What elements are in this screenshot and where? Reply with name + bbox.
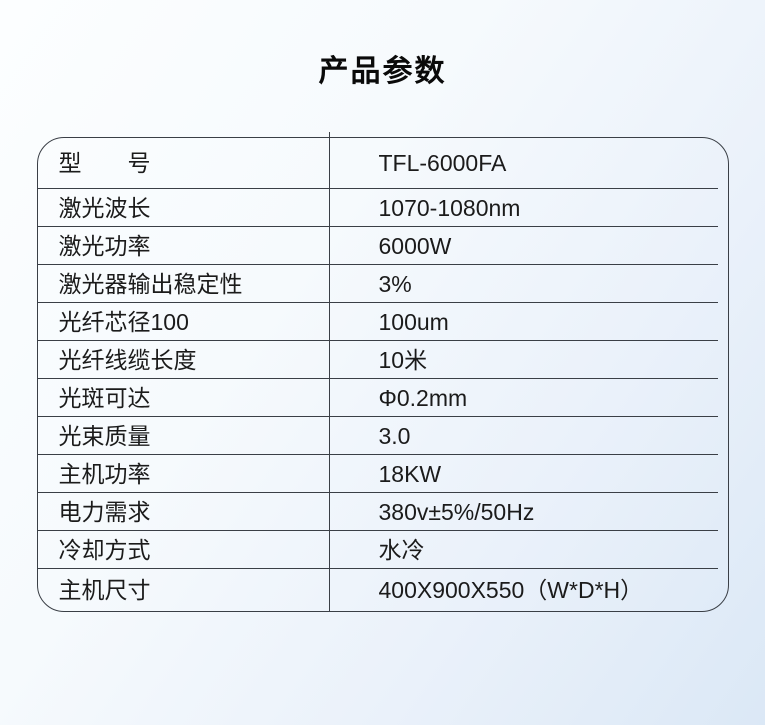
- spec-value: 水冷: [328, 531, 728, 569]
- spec-row-beam-quality: 光束质量 3.0: [37, 417, 728, 455]
- spec-table-body: 型 号 TFL-6000FA 激光波长 1070-1080nm 激光功率 600…: [36, 137, 729, 612]
- spec-row-laser-power: 激光功率 6000W: [37, 227, 728, 265]
- spec-row-cable-length: 光纤线缆长度 10米: [37, 341, 728, 379]
- spec-row-spot-size: 光斑可达 Φ0.2mm: [37, 379, 728, 417]
- spec-label: 光束质量: [58, 422, 151, 449]
- spec-label: 主机功率: [58, 460, 151, 487]
- spec-row-host-power: 主机功率 18KW: [37, 455, 728, 493]
- spec-label: 光纤线缆长度: [58, 346, 197, 373]
- spec-value: TFL-6000FA: [328, 138, 728, 189]
- spec-row-dimensions: 主机尺寸 400X900X550（W*D*H）: [38, 569, 728, 611]
- spec-row-power-requirement: 电力需求 380v±5%/50Hz: [37, 493, 728, 531]
- spec-row-wavelength: 激光波长 1070-1080nm: [37, 189, 728, 227]
- spec-value: 1070-1080nm: [328, 189, 728, 227]
- spec-label: 型 号: [58, 150, 151, 176]
- spec-value: 10米: [328, 341, 728, 379]
- spec-row-stability: 激光器输出稳定性 3%: [37, 265, 728, 303]
- spec-value: 6000W: [328, 227, 728, 265]
- spec-row-core-diameter: 光纤芯径100 100um: [37, 303, 728, 341]
- spec-value: 400X900X550（W*D*H）: [328, 569, 728, 611]
- spec-row-cooling: 冷却方式 水冷: [37, 531, 728, 569]
- page-title: 产品参数: [318, 55, 447, 88]
- spec-value: 380v±5%/50Hz: [328, 493, 728, 531]
- spec-label: 光纤芯径100: [58, 308, 189, 335]
- spec-value: 18KW: [328, 455, 728, 493]
- column-divider-tick: [328, 132, 330, 138]
- spec-value: 3%: [328, 265, 728, 303]
- spec-table: 型 号 TFL-6000FA 激光波长 1070-1080nm 激光功率 600…: [36, 132, 729, 612]
- spec-label: 电力需求: [58, 498, 151, 525]
- spec-label: 激光波长: [58, 194, 151, 221]
- spec-value: 100um: [328, 303, 728, 341]
- spec-label: 光斑可达: [58, 384, 151, 411]
- spec-label: 激光器输出稳定性: [58, 270, 243, 297]
- spec-row-model: 型 号 TFL-6000FA: [37, 138, 728, 189]
- spec-label: 激光功率: [58, 232, 151, 259]
- spec-value: 3.0: [328, 417, 728, 455]
- spec-label: 冷却方式: [58, 536, 151, 563]
- spec-label: 主机尺寸: [58, 576, 151, 603]
- spec-value: Φ0.2mm: [328, 379, 728, 417]
